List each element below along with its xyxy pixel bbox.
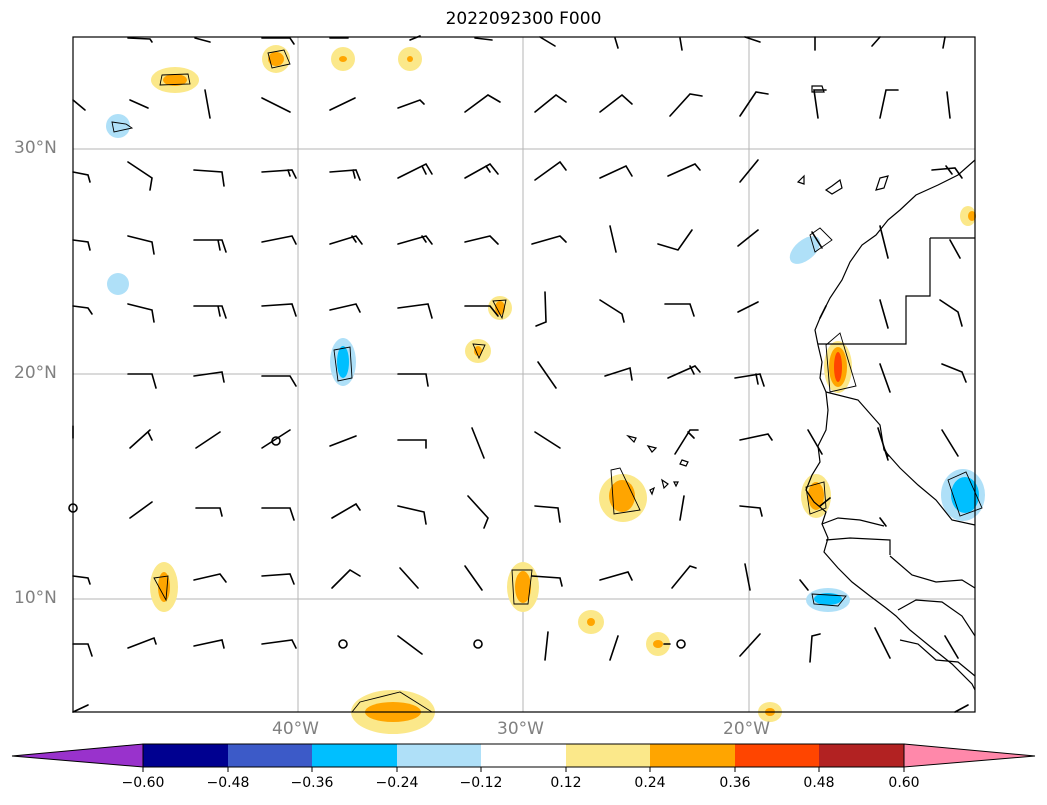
lon-label-40w: 40°W: [272, 719, 319, 739]
colorbar-bin: [481, 744, 566, 767]
map-panel: [68, 35, 985, 734]
colorbar-tick-label: −0.48: [206, 775, 250, 791]
anomaly-contours: [111, 49, 983, 713]
colorbar-bin: [819, 744, 904, 767]
lat-label-20n: 20°N: [14, 363, 57, 383]
colorbar-bin: [735, 744, 819, 767]
map-title: 2022092300 F000: [445, 9, 602, 29]
colorbar-tick-label: 0.48: [803, 775, 835, 791]
colorbar-tick-label: −0.60: [121, 775, 165, 791]
colorbar-under-extension: [11, 743, 144, 768]
colorbar-bin: [566, 744, 650, 767]
colorbar-tick-label: 0.12: [550, 775, 582, 791]
lat-label-30n: 30°N: [14, 138, 57, 158]
colorbar-over-extension: [903, 743, 1036, 768]
colorbar-tick-label: 0.60: [888, 775, 920, 791]
colorbar-bin: [312, 744, 397, 767]
colorbar-tick-label: 0.24: [634, 775, 666, 791]
colorbar-tick-label: −0.36: [290, 775, 334, 791]
negative-anomaly: [107, 273, 129, 295]
wind-barbs: [68, 35, 969, 713]
coastlines: [626, 85, 976, 691]
colorbar: [11, 743, 1036, 772]
colorbar-tick-label: −0.24: [375, 775, 419, 791]
colorbar-bin: [397, 744, 481, 767]
lon-label-20w: 20°W: [723, 719, 770, 739]
map-frame: [72, 36, 976, 713]
colorbar-bin: [143, 744, 228, 767]
lon-label-30w: 30°W: [497, 719, 544, 739]
colorbar-tick-label: −0.12: [459, 775, 503, 791]
negative-anomaly: [106, 114, 130, 138]
colorbar-bin: [650, 744, 735, 767]
colorbar-bin: [228, 744, 312, 767]
colorbar-tick-label: 0.36: [719, 775, 751, 791]
lat-label-10n: 10°N: [14, 588, 57, 608]
